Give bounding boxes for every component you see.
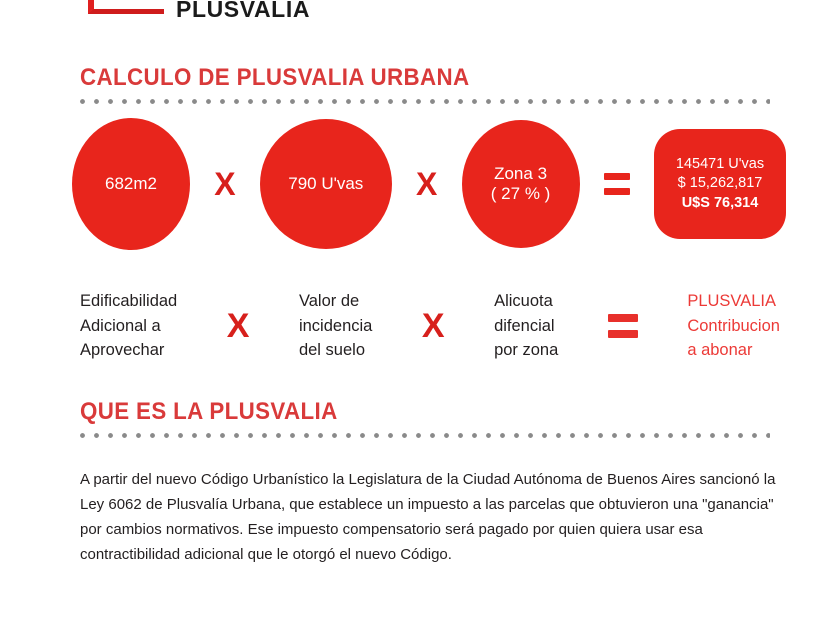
body-paragraph: A partir del nuevo Código Urbanístico la… — [80, 471, 776, 564]
formula-result-box: 145471 U'vas $ 15,262,817 U$S 76,314 — [654, 129, 786, 239]
result-pesos: $ 15,262,817 — [677, 175, 763, 192]
dotted-divider-2 — [80, 433, 770, 438]
section-calculo-header: CALCULO DE PLUSVALIA URBANA — [80, 64, 770, 104]
formula-bubble-area: 682m2 — [72, 118, 190, 250]
formula-area-value: 682m2 — [105, 173, 157, 193]
formula-labels-row: Edificabilidad Adicional a Aprovechar X … — [80, 288, 780, 364]
formula-bubble-zona: Zona 3 ( 27 % ) — [461, 120, 580, 248]
label-valor-incidencia: Valor de incidencia del suelo — [298, 291, 373, 360]
formula-bubble-uva: 790 U'vas — [259, 119, 392, 249]
result-usd: U$S 76,314 — [681, 194, 759, 211]
formula-zona-percent: ( 27 % ) — [490, 184, 551, 203]
section-title-que-es: QUE ES LA PLUSVALIA — [80, 398, 338, 425]
result-uvas: 145471 U'vas — [675, 156, 765, 173]
label-plusvalia-contribucion: PLUSVALIA Contribucion a abonar — [687, 291, 780, 360]
section-title-calculo: CALCULO DE PLUSVALIA URBANA — [80, 64, 470, 91]
label-alicuota: Alicuota difencial por zona — [494, 291, 559, 360]
brand-name: PLUSVALIA — [176, 0, 311, 22]
equals-bar-bottom — [603, 188, 630, 195]
formula-shapes-row: 682m2 X 790 U'vas X Zona 3 ( 27 % ) 1454… — [72, 118, 786, 250]
formula-zona-name: Zona 3 — [494, 163, 548, 183]
corner-bracket-logo-icon — [88, 0, 164, 14]
label-multiply-operator-2: X — [421, 307, 445, 345]
multiply-operator-2: X — [416, 166, 438, 202]
label-equals-bar-top — [607, 314, 638, 322]
formula-uva-value: 790 U'vas — [288, 173, 364, 193]
equals-bar-top — [603, 173, 630, 180]
label-multiply-operator-1: X — [226, 307, 250, 345]
dotted-divider — [80, 99, 770, 104]
label-equals-operator — [607, 314, 638, 338]
section-que-es-header: QUE ES LA PLUSVALIA — [80, 398, 770, 438]
multiply-operator-1: X — [214, 166, 236, 202]
label-edificabilidad: Edificabilidad Adicional a Aprovechar — [80, 291, 178, 360]
equals-operator-formula — [603, 173, 630, 195]
brand-header: PLUSVALIA — [0, 0, 840, 34]
label-equals-bar-bottom — [607, 330, 638, 338]
